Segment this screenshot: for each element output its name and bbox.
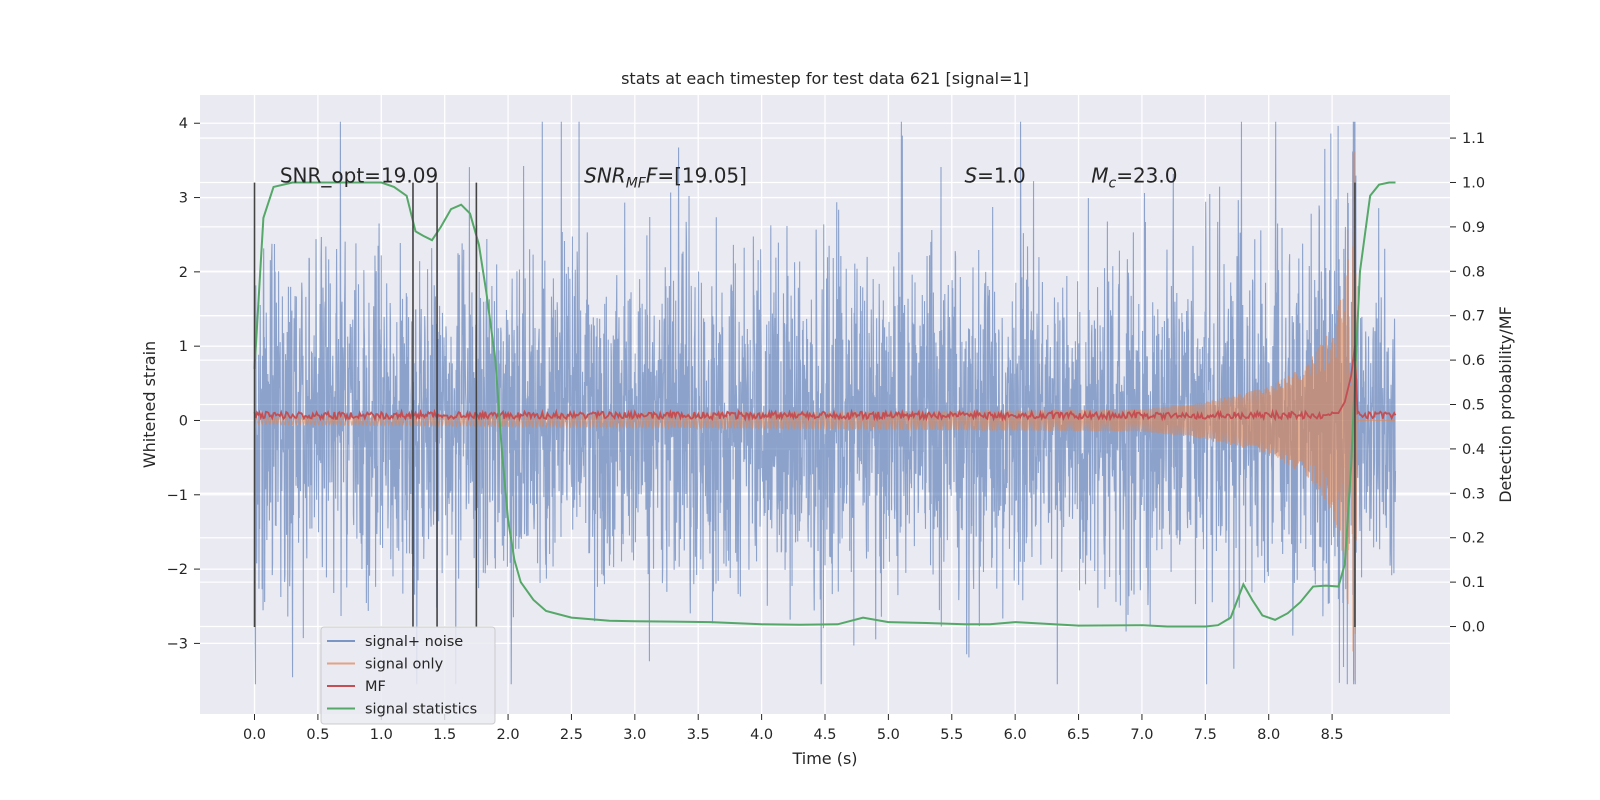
- annotation-tail-italic: F: [646, 163, 658, 187]
- annotations: SNR_opt=19.09 SNRMFF=[19.05] S=1.0 Mc=23.0: [280, 163, 1178, 191]
- annotation-tail: =1.0: [977, 163, 1026, 187]
- annotation-subscript: MF: [626, 175, 647, 191]
- legend-entry: signal statistics: [365, 702, 477, 718]
- annotation-tail: =23.0: [1116, 163, 1177, 187]
- y-tick-label: 1: [179, 339, 188, 355]
- y-right-tick-label: 0.2: [1462, 531, 1485, 547]
- chart-title: stats at each timestep for test data 621…: [621, 69, 1029, 88]
- x-tick-label: 0.5: [306, 727, 329, 743]
- y-tick-label: 2: [179, 265, 188, 281]
- annotation-base: M: [1091, 163, 1108, 187]
- y-right-tick-label: 0.7: [1462, 309, 1485, 325]
- legend-box: [320, 626, 496, 725]
- x-tick-label: 4.0: [750, 727, 773, 743]
- y-axis-right-label: Detection probability/MF: [1496, 306, 1515, 503]
- x-tick-label: 1.0: [370, 727, 393, 743]
- y-tick-label: −1: [167, 488, 188, 504]
- legend: signal+ noise signal only MF signal statist…: [320, 626, 496, 725]
- x-tick-label: 3.0: [623, 727, 646, 743]
- axes: 0.0 0.5 1.0 1.5 2.0 2.5 3.0 3.5 4.0 4.5 5.0 5.5 6.0 6…: [167, 116, 1485, 743]
- legend-entry: signal only: [365, 657, 444, 673]
- y-right-tick-label: 1.0: [1462, 175, 1485, 191]
- x-tick-label: 5.0: [877, 727, 900, 743]
- x-tick-label: 1.5: [433, 727, 456, 743]
- x-tick-label: 6.0: [1004, 727, 1027, 743]
- y-right-tick-label: 0.5: [1462, 398, 1485, 414]
- y-right-tick-label: 0.4: [1462, 442, 1485, 458]
- annotation-base: SNR: [584, 163, 626, 187]
- x-tick-label: 7.5: [1194, 727, 1217, 743]
- annotation-text: SNRMFF=[19.05]: [584, 163, 747, 191]
- y-right-tick-label: 1.1: [1462, 131, 1485, 147]
- y-right-tick-label: 0.1: [1462, 575, 1485, 591]
- y-tick-label: 3: [179, 191, 188, 207]
- annotation-tail: =[19.05]: [657, 163, 747, 187]
- annotation-text: S=1.0: [964, 163, 1025, 187]
- x-tick-label: 8.5: [1321, 727, 1344, 743]
- plot-layer: [253, 121, 1397, 685]
- x-tick-label: 3.5: [687, 727, 710, 743]
- y-right-tick-label: 0.6: [1462, 353, 1485, 369]
- y-tick-label: 4: [179, 116, 188, 132]
- y-tick-label: −2: [167, 562, 188, 578]
- series-mf: [253, 346, 1397, 423]
- x-tick-label: 7.0: [1130, 727, 1153, 743]
- annotation-base: S: [964, 163, 977, 187]
- legend-entry: signal+ noise: [365, 634, 463, 650]
- y-right-tick-label: 0.8: [1462, 264, 1485, 280]
- x-tick-label: 0.0: [243, 727, 266, 743]
- y-tick-label: −3: [167, 636, 188, 652]
- x-tick-label: 4.5: [813, 727, 836, 743]
- legend-entry: MF: [365, 679, 386, 695]
- series-signal-plus-noise: [253, 121, 1397, 685]
- y-axis-label: Whitened strain: [140, 341, 159, 468]
- y-right-tick-label: 0.0: [1462, 620, 1485, 636]
- x-tick-label: 8.0: [1257, 727, 1280, 743]
- annotation-subscript: c: [1108, 175, 1116, 191]
- annotation-text: SNR_opt=19.09: [280, 163, 438, 187]
- y-tick-label: 0: [179, 413, 188, 429]
- x-tick-label: 2.0: [497, 727, 520, 743]
- x-tick-label: 2.5: [560, 727, 583, 743]
- x-tick-label: 6.5: [1067, 727, 1090, 743]
- x-tick-label: 5.5: [940, 727, 963, 743]
- y-right-tick-label: 0.9: [1462, 220, 1485, 236]
- x-axis-label: Time (s): [791, 749, 857, 768]
- annotation-text: Mc=23.0: [1091, 163, 1177, 191]
- series-signal-statistics: [253, 181, 1396, 628]
- y-right-tick-label: 0.3: [1462, 486, 1485, 502]
